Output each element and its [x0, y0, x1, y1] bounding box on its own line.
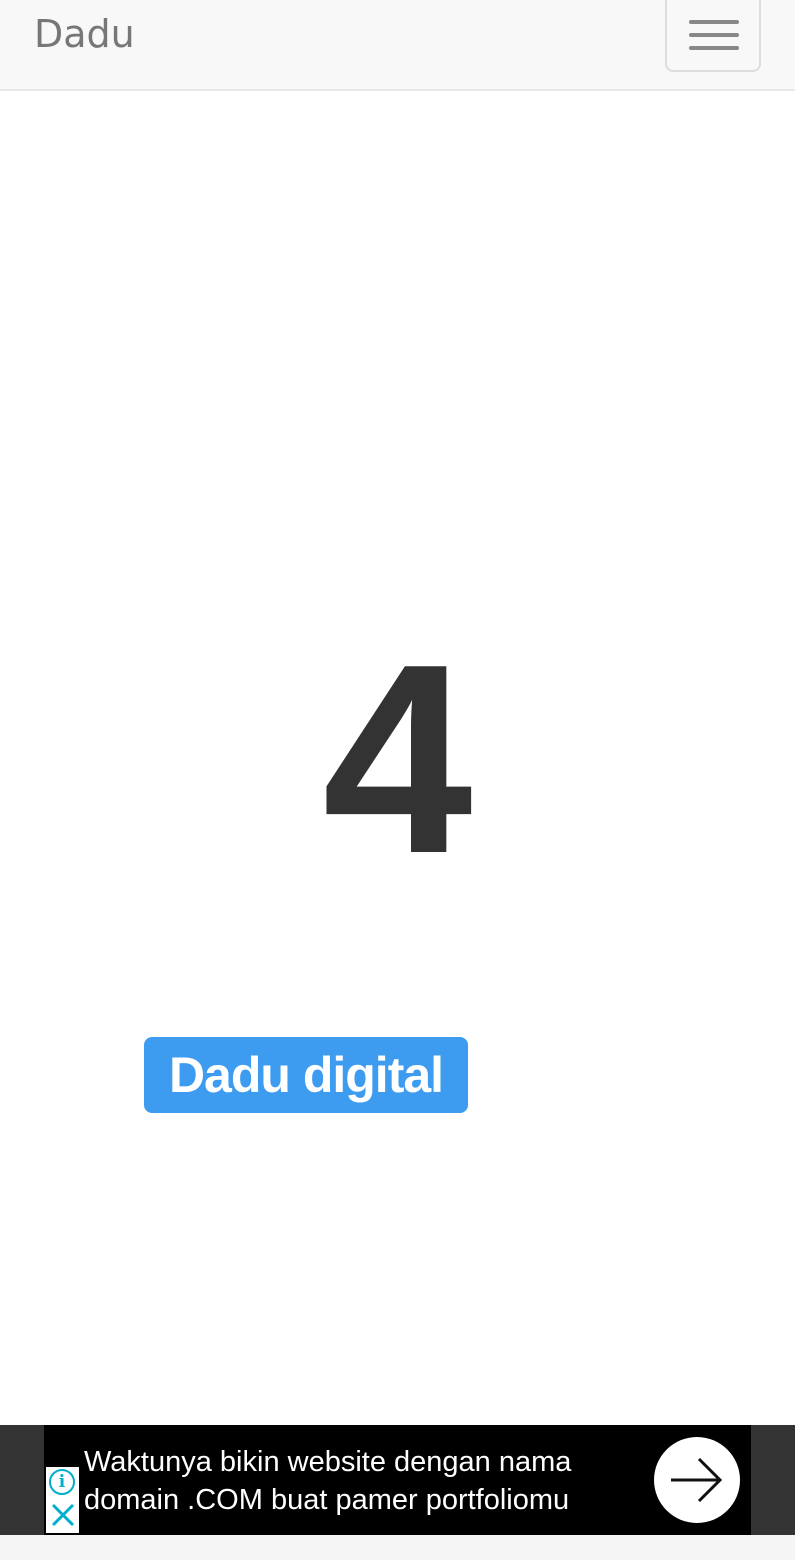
ad-open-button[interactable] — [654, 1437, 740, 1523]
arrow-right-icon — [671, 1457, 723, 1503]
brand-link[interactable]: Dadu — [34, 12, 135, 56]
hamburger-menu-icon — [689, 20, 739, 24]
ad-badge: i — [46, 1467, 79, 1533]
ad-text-line1: Waktunya bikin website dengan nama — [84, 1446, 572, 1478]
bottom-strip — [0, 1535, 795, 1560]
ad-banner: i Waktunya bikin website dengan nama dom… — [0, 1425, 795, 1535]
close-icon[interactable] — [49, 1501, 77, 1529]
ad-text[interactable]: Waktunya bikin website dengan nama domai… — [84, 1443, 644, 1519]
ad-content[interactable]: i Waktunya bikin website dengan nama dom… — [44, 1425, 751, 1535]
dice-result: 4 — [322, 609, 473, 910]
hamburger-menu-icon-bar — [689, 33, 739, 37]
ad-text-line2: domain .COM buat pamer portfoliomu — [84, 1484, 570, 1516]
menu-toggle-button[interactable] — [665, 0, 761, 72]
navbar: Dadu — [0, 0, 795, 91]
hamburger-menu-icon-bar — [689, 46, 739, 50]
info-icon[interactable]: i — [49, 1469, 75, 1495]
roll-dice-button[interactable]: Dadu digital — [144, 1037, 468, 1113]
